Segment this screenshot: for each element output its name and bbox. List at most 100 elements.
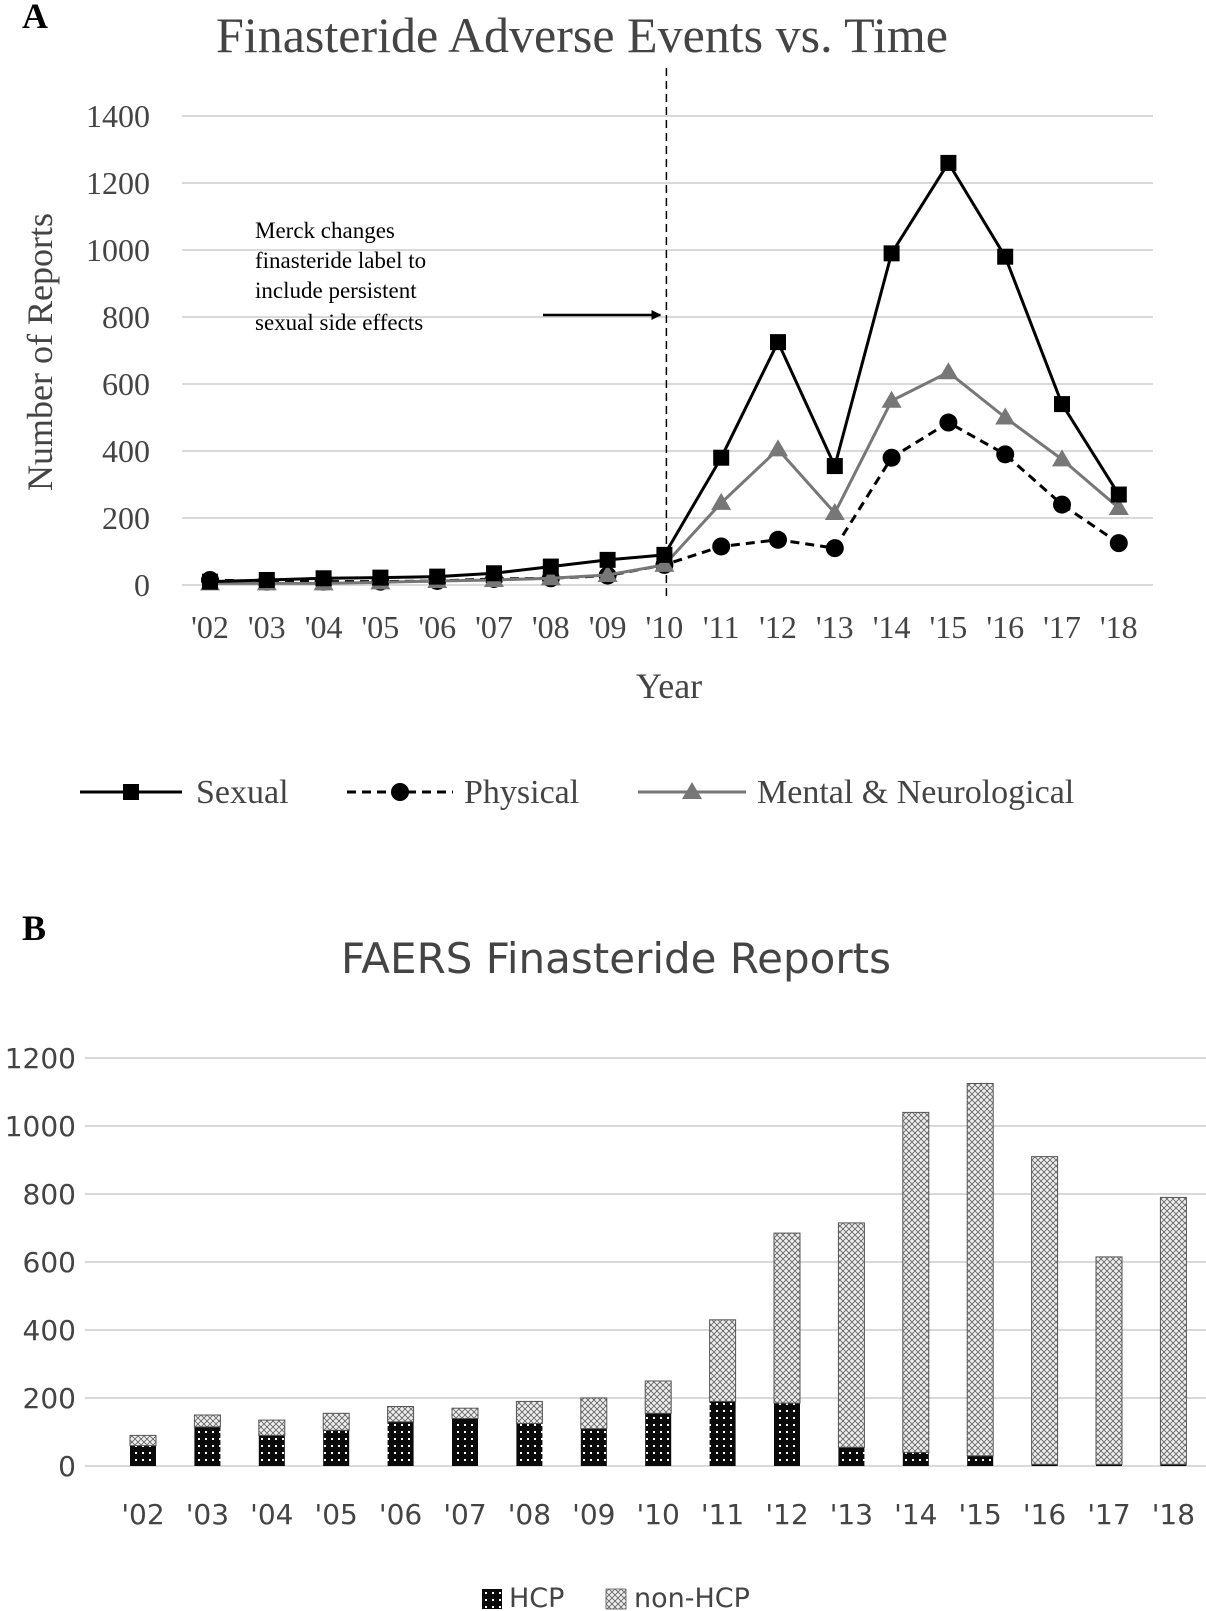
x-tick-label: '15	[930, 609, 968, 645]
x-tick-label: '05	[362, 609, 400, 645]
legend-sexual-marker	[123, 784, 139, 800]
data-point-mental-neurological	[768, 439, 788, 457]
chart-adverse-events: A Finasteride Adverse Events vs. Time 0 2…	[20, 0, 1153, 811]
data-point-sexual	[429, 568, 446, 585]
chart-a-x-axis-label: Year	[636, 666, 702, 706]
x-tick-label: '14	[873, 609, 911, 645]
y-tick-label: 400	[102, 433, 150, 469]
bar-hcp	[387, 1421, 414, 1466]
bar-hcp	[580, 1428, 607, 1466]
x-tick-label: '16	[986, 609, 1024, 645]
legend-sexual: Sexual	[80, 774, 289, 811]
x-tick-label: '04	[305, 609, 343, 645]
bar-non-hcp	[322, 1412, 350, 1431]
label-change-annotation: Merck changes finasteride label to inclu…	[255, 68, 668, 600]
bar-non-hcp	[1031, 1156, 1059, 1465]
x-tick-label: '11	[701, 1498, 744, 1531]
bar-non-hcp	[129, 1434, 157, 1447]
data-point-sexual	[770, 334, 786, 351]
chart-b-x-axis-ticks: '02 '03 '04 '05 '06 '07 '08 '09 '10 '11 '12 '13 '14 '…	[121, 1498, 1195, 1531]
y-tick-label: 1400	[86, 98, 150, 134]
bar-hcp	[258, 1435, 285, 1466]
bar-hcp	[838, 1447, 865, 1466]
x-tick-label: '09	[572, 1498, 615, 1531]
data-point-mental-neurological	[597, 564, 618, 582]
x-tick-label: '03	[248, 609, 286, 645]
x-tick-label: '16	[1023, 1498, 1066, 1531]
data-point-sexual	[713, 449, 730, 466]
bar-hcp	[1031, 1464, 1058, 1466]
data-point-sexual	[202, 573, 218, 590]
data-point-mental-neurological	[540, 568, 561, 586]
bar-non-hcp	[451, 1407, 479, 1419]
chart-a-legend: Sexual Physical Mental & Neurological	[80, 774, 1074, 811]
bar-non-hcp	[387, 1406, 415, 1423]
y-tick-label: 1200	[5, 1042, 76, 1075]
x-tick-label: '15	[959, 1498, 1002, 1531]
legend-hcp-swatch	[482, 1589, 502, 1609]
bar-non-hcp	[258, 1419, 286, 1436]
chart-b-legend: HCP non-HCP	[482, 1583, 750, 1611]
x-tick-label: '06	[379, 1498, 422, 1531]
data-point-sexual	[315, 570, 332, 587]
y-tick-label: 200	[23, 1382, 76, 1415]
bar-non-hcp	[709, 1319, 737, 1402]
x-tick-label: '05	[315, 1498, 358, 1531]
y-tick-label: 0	[134, 567, 150, 603]
data-point-mental-neurological	[654, 554, 675, 572]
legend-non-hcp-label: non-HCP	[634, 1583, 750, 1611]
bar-non-hcp	[1159, 1196, 1187, 1465]
data-point-sexual	[372, 569, 389, 586]
data-point-mental-neurological	[995, 407, 1016, 425]
x-tick-label: '18	[1100, 609, 1138, 645]
legend-mental-marker	[682, 782, 702, 799]
legend-physical-label: Physical	[464, 774, 579, 811]
x-tick-label: '02	[121, 1498, 164, 1531]
x-tick-label: '13	[816, 609, 854, 645]
bar-hcp	[774, 1403, 800, 1466]
data-point-sexual	[997, 248, 1014, 265]
data-point-sexual	[599, 551, 616, 568]
bar-non-hcp	[644, 1380, 672, 1414]
y-tick-label: 1000	[86, 232, 150, 268]
y-tick-label: 400	[23, 1314, 76, 1347]
bar-hcp	[516, 1423, 543, 1466]
bar-non-hcp	[902, 1111, 930, 1453]
x-tick-label: '17	[1087, 1498, 1130, 1531]
bar-hcp	[967, 1455, 994, 1466]
data-point-mental-neurological	[881, 390, 902, 408]
data-point-physical	[882, 448, 901, 467]
data-point-sexual	[940, 154, 957, 171]
bar-non-hcp	[515, 1400, 543, 1424]
data-point-physical	[712, 537, 731, 556]
legend-hcp-label: HCP	[509, 1583, 564, 1611]
bar-hcp	[902, 1452, 929, 1466]
legend-mental-label: Mental & Neurological	[757, 774, 1074, 811]
bar-hcp	[452, 1418, 478, 1466]
bar-hcp	[194, 1426, 221, 1466]
x-tick-label: '18	[1152, 1498, 1195, 1531]
data-point-sexual	[826, 458, 843, 475]
y-tick-label: 800	[102, 299, 150, 335]
bar-hcp	[130, 1445, 156, 1466]
bar-non-hcp	[580, 1397, 608, 1430]
data-point-mental-neurological	[938, 362, 959, 380]
y-tick-label: 800	[23, 1178, 76, 1211]
x-tick-label: '02	[191, 609, 229, 645]
data-point-physical	[769, 530, 787, 549]
data-point-sexual	[1054, 396, 1070, 413]
data-point-mental-neurological	[824, 502, 845, 520]
y-tick-label: 200	[102, 500, 150, 536]
x-tick-label: '09	[589, 609, 627, 645]
x-tick-label: '04	[250, 1498, 293, 1531]
legend-mental-neurological: Mental & Neurological	[638, 774, 1074, 811]
data-point-mental-neurological	[711, 492, 732, 510]
x-tick-label: '14	[894, 1498, 937, 1531]
x-tick-label: '10	[646, 609, 684, 645]
data-point-sexual	[883, 245, 900, 262]
legend-physical-marker	[391, 783, 409, 801]
panel-label-b: B	[22, 908, 46, 948]
annotation-line-4: sexual side effects	[255, 310, 423, 335]
x-tick-label: '12	[765, 1498, 808, 1531]
chart-faers-reports: B FAERS Finasteride Reports 0 200 400 600 80…	[5, 908, 1206, 1611]
